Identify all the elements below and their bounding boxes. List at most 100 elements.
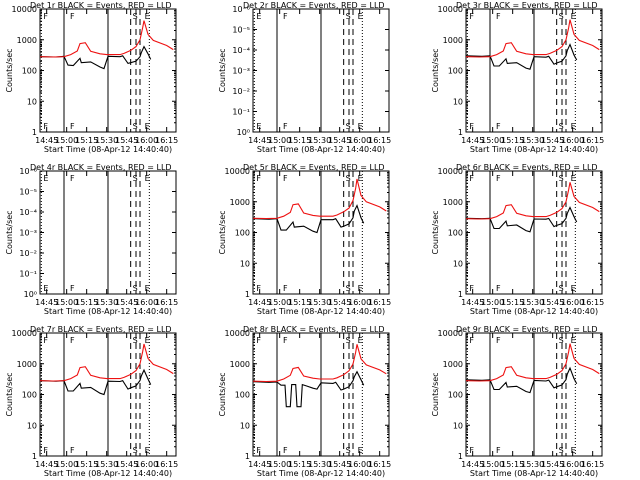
flag-label-bottom: F [43, 122, 48, 131]
flag-label-bottom: F [70, 284, 75, 293]
x-tick-label: 15:30 [521, 136, 544, 145]
y-tick-label: 1000 [443, 198, 463, 207]
flag-label-bottom: E [256, 122, 261, 131]
y-tick-label: 100 [448, 67, 463, 76]
series-line-lld [252, 178, 387, 220]
x-tick-label: 16:15 [368, 460, 391, 469]
x-tick-label: 15:30 [308, 298, 331, 307]
x-tick-label: 15:15 [288, 460, 311, 469]
y-axis-label: Counts/sec [431, 372, 440, 416]
x-tick-label: 15:00 [268, 136, 291, 145]
x-tick-label: 16:00 [561, 460, 584, 469]
x-axis-label: Start Time (08-Apr-12 14:40:40) [470, 469, 598, 478]
series-line-events [465, 206, 578, 233]
chart-panel-7: Det 7r BLACK = Events, RED = LLD 1 10 100 10… [5, 325, 178, 478]
x-tick-label: 15:15 [501, 136, 524, 145]
y-tick-label: 10 [453, 259, 463, 268]
flag-label-bottom: E [571, 284, 576, 293]
y-tick-label: 1 [458, 290, 463, 299]
y-tick-label: 1000 [443, 360, 463, 369]
y-tick-label: 10 [240, 259, 250, 268]
flag-label-bottom: E [358, 446, 363, 455]
flag-label-bottom: S [346, 284, 351, 293]
x-axis-label: Start Time (08-Apr-12 14:40:40) [44, 307, 172, 316]
flag-label-bottom: E [358, 284, 363, 293]
flag-label-bottom: F [256, 446, 261, 455]
flag-label-top: F [283, 12, 288, 21]
y-axis-label: Counts/sec [431, 210, 440, 254]
flag-label-bottom: F [496, 122, 501, 131]
x-tick-label: 15:15 [501, 460, 524, 469]
y-tick-label: 10⁰ [237, 128, 250, 137]
flag-label-bottom: F [283, 446, 288, 455]
series-line-lld [465, 343, 600, 382]
series-line-lld [39, 20, 174, 58]
x-tick-label: 15:00 [481, 298, 504, 307]
x-tick-label: 16:00 [561, 298, 584, 307]
x-tick-label: 15:30 [521, 460, 544, 469]
flag-label-bottom: F [70, 446, 75, 455]
chart-panel-2: Det 2r BLACK = Events, RED = LLD 10⁰ 10⁻¹ 1… [218, 1, 391, 154]
y-tick-label: 1000 [17, 36, 37, 45]
flag-label-bottom: F [469, 122, 474, 131]
y-tick-label: 100 [22, 67, 37, 76]
y-tick-label: 100 [235, 229, 250, 238]
y-tick-label: 10000 [225, 167, 250, 176]
x-tick-label: 15:00 [55, 460, 78, 469]
flag-label-top: F [469, 12, 474, 21]
flag-label-top: F [256, 174, 261, 183]
x-tick-label: 15:30 [308, 136, 331, 145]
flag-label-top: F [469, 336, 474, 345]
x-tick-label: 16:00 [348, 298, 371, 307]
y-tick-label: 10⁻³ [232, 67, 250, 76]
series-line-events [39, 45, 152, 70]
flag-label-top: E [571, 12, 576, 21]
flag-label-bottom: F [469, 446, 474, 455]
x-tick-label: 16:15 [368, 298, 391, 307]
x-tick-label: 15:45 [541, 136, 564, 145]
y-tick-label: 100 [448, 229, 463, 238]
x-tick-label: 14:45 [461, 460, 484, 469]
flag-label-top: S [559, 12, 564, 21]
chart-title: Det 4r BLACK = Events, RED = LLD [30, 163, 172, 172]
y-tick-label: 1000 [230, 198, 250, 207]
flag-label-top: F [283, 174, 288, 183]
x-tick-label: 15:00 [481, 136, 504, 145]
chart-title: Det 3r BLACK = Events, RED = LLD [456, 1, 598, 10]
x-tick-label: 16:00 [135, 298, 158, 307]
chart-title: Det 9r BLACK = Events, RED = LLD [456, 325, 598, 334]
flag-label-bottom: S [133, 284, 138, 293]
x-tick-label: 16:15 [581, 298, 604, 307]
flag-label-top: F [469, 174, 474, 183]
x-tick-label: 15:15 [288, 298, 311, 307]
x-tick-label: 15:45 [328, 460, 351, 469]
y-tick-label: 10⁻⁶ [19, 167, 37, 176]
x-tick-label: 15:00 [481, 460, 504, 469]
x-tick-label: 16:00 [348, 460, 371, 469]
flag-label-bottom: F [496, 446, 501, 455]
x-tick-label: 15:15 [75, 460, 98, 469]
flag-label-top: E [358, 336, 363, 345]
x-tick-label: 14:45 [35, 460, 58, 469]
flag-label-bottom: F [43, 446, 48, 455]
flag-label-top: F [496, 12, 501, 21]
x-tick-label: 15:00 [55, 136, 78, 145]
x-tick-label: 16:00 [348, 136, 371, 145]
x-tick-label: 16:00 [135, 460, 158, 469]
x-axis-label: Start Time (08-Apr-12 14:40:40) [44, 469, 172, 478]
flag-label-top: F [70, 336, 75, 345]
flag-label-top: E [256, 12, 261, 21]
y-tick-label: 1 [458, 452, 463, 461]
x-tick-label: 16:15 [581, 136, 604, 145]
x-tick-label: 15:00 [268, 298, 291, 307]
x-tick-label: 14:45 [35, 136, 58, 145]
flag-label-top: E [145, 174, 150, 183]
flag-label-bottom: S [559, 284, 564, 293]
x-tick-label: 14:45 [248, 136, 271, 145]
flag-label-top: S [133, 336, 138, 345]
chart-title: Det 2r BLACK = Events, RED = LLD [243, 1, 385, 10]
chart-title: Det 5r BLACK = Events, RED = LLD [243, 163, 385, 172]
chart-title: Det 7r BLACK = Events, RED = LLD [30, 325, 172, 334]
y-tick-label: 10000 [12, 329, 37, 338]
y-axis-label: Counts/sec [5, 372, 14, 416]
